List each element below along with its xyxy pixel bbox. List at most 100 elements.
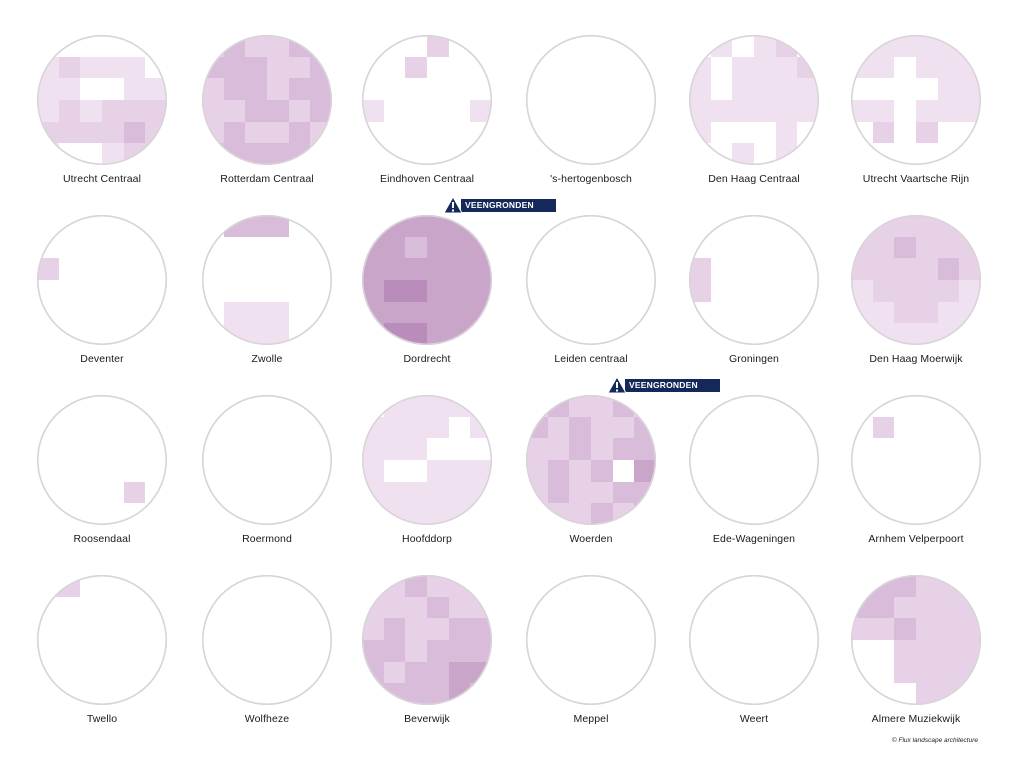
heat-cell (754, 56, 776, 79)
heat-cell (470, 236, 492, 259)
station-label: Rotterdam Centraal (220, 173, 314, 185)
heat-cell (775, 35, 798, 57)
veengronden-warning-badge: VEENGRONDEN (607, 376, 720, 394)
heat-cell (959, 215, 981, 237)
station-heat-circle (689, 395, 819, 525)
heat-cell (526, 438, 548, 460)
heat-cell (245, 100, 267, 122)
heat-cell (937, 661, 960, 684)
heat-cell (80, 56, 102, 79)
heat-cell (894, 236, 916, 259)
heat-cell (362, 596, 384, 619)
heat-cell (710, 35, 733, 57)
heat-cell (959, 575, 981, 597)
heat-cell (383, 395, 406, 417)
heat-cell (851, 575, 873, 597)
heat-cell (634, 395, 656, 417)
heat-cell (405, 258, 427, 280)
heat-cell (37, 143, 59, 165)
heat-cell (937, 618, 960, 640)
heat-cell (223, 35, 246, 57)
heat-cell (123, 56, 146, 79)
heat-cell (383, 258, 406, 280)
heat-cell (937, 100, 960, 122)
station-heat-circle (689, 575, 819, 705)
heat-cell (58, 100, 81, 122)
heat-cell (362, 100, 384, 122)
heat-cell (267, 100, 289, 122)
heat-cell (245, 143, 267, 165)
heat-cell (427, 35, 449, 57)
heat-cell (202, 78, 224, 100)
heat-cell (145, 121, 167, 144)
station-label: Weert (739, 713, 769, 725)
station-7: Deventer (22, 215, 182, 375)
heat-cell (448, 323, 471, 345)
heat-cell (58, 575, 81, 597)
heat-cell (245, 301, 267, 324)
heat-cell (547, 395, 570, 417)
station-label: Deventer (80, 353, 124, 365)
heat-cell (916, 596, 938, 619)
heat-cell (937, 575, 960, 597)
heat-cell (223, 56, 246, 79)
heat-cell (448, 481, 471, 504)
heat-cell (427, 683, 449, 705)
heat-cell (223, 143, 246, 165)
heat-cell (310, 56, 332, 79)
heat-cell (427, 258, 449, 280)
heat-cell (362, 460, 384, 482)
heat-cell (145, 100, 167, 122)
station-15: Hoofddorp (347, 395, 507, 555)
heat-cell (591, 460, 613, 482)
heat-cell (383, 236, 406, 259)
heat-cell (851, 100, 873, 122)
heat-cell (123, 78, 146, 100)
heat-cell (383, 503, 406, 525)
heat-cell (547, 460, 570, 482)
heat-cell (547, 416, 570, 439)
heat-cell (959, 618, 981, 640)
heat-cell (916, 236, 938, 259)
heat-cell (267, 78, 289, 100)
heat-cell (916, 100, 938, 122)
heat-cell (362, 618, 384, 640)
heat-cell (405, 301, 427, 324)
station-label: Roosendaal (73, 533, 131, 545)
heat-cell (37, 575, 59, 597)
heat-cell (267, 35, 289, 57)
heat-cell (959, 258, 981, 280)
heat-cell (937, 78, 960, 100)
heat-cell (872, 215, 895, 237)
heat-cell (959, 35, 981, 57)
heat-cell (894, 640, 916, 662)
heat-cell (872, 323, 895, 345)
station-9: Dordrecht VEENGRONDEN (347, 196, 556, 375)
station-label: Den Haag Centraal (708, 173, 800, 185)
heat-cell (872, 56, 895, 79)
heat-cell (427, 323, 449, 345)
heat-cell (102, 143, 124, 165)
heat-cell (37, 100, 59, 122)
heat-cell (959, 323, 981, 345)
heat-cell (470, 618, 492, 640)
heat-cell (916, 301, 938, 324)
heat-cell (732, 78, 754, 100)
heat-cell (58, 121, 81, 144)
heat-cell (448, 661, 471, 684)
heat-cell (959, 640, 981, 662)
station-heat-circle (526, 35, 656, 165)
heat-cell (872, 280, 895, 302)
station-2: Rotterdam Centraal (187, 35, 347, 195)
heat-cell (37, 56, 59, 79)
station-label: Den Haag Moerwijk (869, 353, 963, 365)
heat-cell (405, 323, 427, 345)
heat-cell (470, 416, 492, 439)
heat-cell (851, 215, 873, 237)
station-heat-circle (37, 575, 167, 705)
heat-cell (383, 640, 406, 662)
heat-cell (427, 481, 449, 504)
heat-cell (916, 35, 938, 57)
heat-cell (405, 683, 427, 705)
heat-cell (872, 121, 895, 144)
